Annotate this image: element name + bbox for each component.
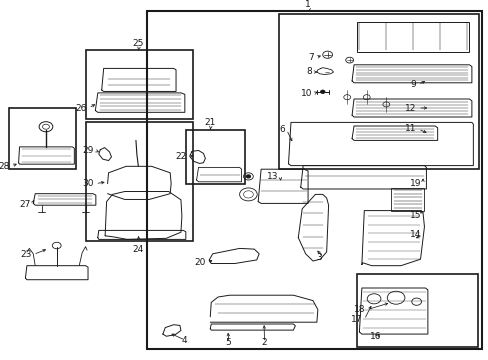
Bar <box>85 50 193 119</box>
Text: 30: 30 <box>82 179 94 188</box>
Text: 18: 18 <box>353 305 365 314</box>
Bar <box>390 188 424 211</box>
Text: 23: 23 <box>20 250 32 259</box>
Text: 4: 4 <box>182 336 187 345</box>
Text: 16: 16 <box>369 332 381 341</box>
Text: 17: 17 <box>350 315 362 324</box>
Bar <box>278 14 478 169</box>
Text: 2: 2 <box>261 338 266 347</box>
Text: 7: 7 <box>308 53 314 62</box>
Text: 24: 24 <box>132 245 144 254</box>
Text: 29: 29 <box>82 146 94 155</box>
Text: 12: 12 <box>405 104 416 112</box>
Text: 25: 25 <box>132 39 144 48</box>
Text: 8: 8 <box>305 68 311 77</box>
Text: 6: 6 <box>279 125 285 134</box>
Bar <box>356 274 477 347</box>
Circle shape <box>320 90 324 93</box>
Text: 27: 27 <box>19 200 30 209</box>
Bar <box>9 108 76 169</box>
Bar <box>146 11 481 349</box>
Text: 10: 10 <box>300 89 311 98</box>
Text: 14: 14 <box>409 230 421 239</box>
Text: 26: 26 <box>76 104 87 112</box>
Text: 9: 9 <box>409 80 415 89</box>
Text: 3: 3 <box>315 253 321 262</box>
Text: 5: 5 <box>225 338 231 347</box>
Text: 28: 28 <box>0 162 10 171</box>
Text: 11: 11 <box>404 124 416 133</box>
Text: 22: 22 <box>175 152 186 161</box>
Bar <box>356 22 468 52</box>
Text: 19: 19 <box>409 179 421 188</box>
Text: 20: 20 <box>194 258 205 267</box>
Circle shape <box>246 175 250 178</box>
Text: 1: 1 <box>305 0 310 9</box>
Bar <box>185 130 244 184</box>
Bar <box>85 122 193 241</box>
Text: 21: 21 <box>204 118 216 127</box>
Text: 13: 13 <box>266 172 278 181</box>
Text: 15: 15 <box>409 211 421 220</box>
